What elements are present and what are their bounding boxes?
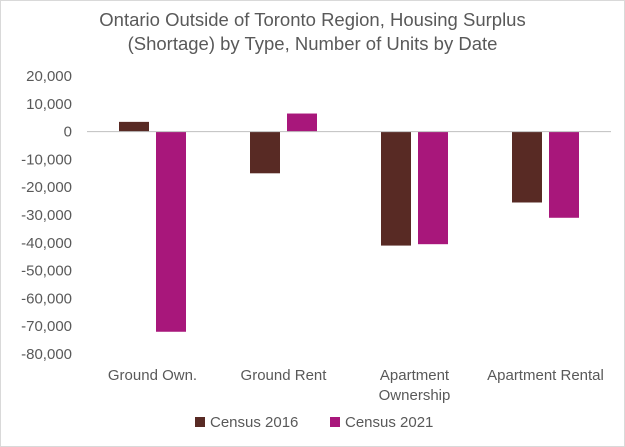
x-category-label: Ownership <box>379 387 451 404</box>
chart-title: Ontario Outside of Toronto Region, Housi… <box>0 8 625 56</box>
legend-swatch <box>195 417 205 427</box>
y-tick-label: 20,000 <box>26 68 72 85</box>
y-tick-label: -40,000 <box>21 235 72 252</box>
legend-label: Census 2016 <box>210 414 298 431</box>
bar <box>418 131 448 245</box>
chart-title-line-2: (Shortage) by Type, Number of Units by D… <box>127 33 498 54</box>
bar <box>381 131 411 246</box>
x-category-label: Apartment Rental <box>487 367 604 384</box>
y-tick-label: -10,000 <box>21 151 72 168</box>
y-tick-label: -60,000 <box>21 290 72 307</box>
y-tick-label: 0 <box>64 124 72 141</box>
bar <box>549 131 579 218</box>
bar <box>287 113 317 132</box>
y-tick-label: -50,000 <box>21 263 72 280</box>
y-tick-label: -80,000 <box>21 346 72 363</box>
bar <box>250 131 280 174</box>
x-category-label: Apartment <box>380 367 450 384</box>
legend-swatch <box>330 417 340 427</box>
chart-title-line-1: Ontario Outside of Toronto Region, Housi… <box>99 9 526 30</box>
bar <box>156 131 186 332</box>
legend-label: Census 2021 <box>345 414 433 431</box>
y-tick-label: 10,000 <box>26 96 72 113</box>
bar <box>119 121 149 132</box>
x-category-label: Ground Own. <box>108 367 197 384</box>
y-tick-label: -20,000 <box>21 179 72 196</box>
x-category-label: Ground Rent <box>241 367 328 384</box>
bar <box>512 131 542 203</box>
y-tick-label: -70,000 <box>21 318 72 335</box>
y-tick-label: -30,000 <box>21 207 72 224</box>
